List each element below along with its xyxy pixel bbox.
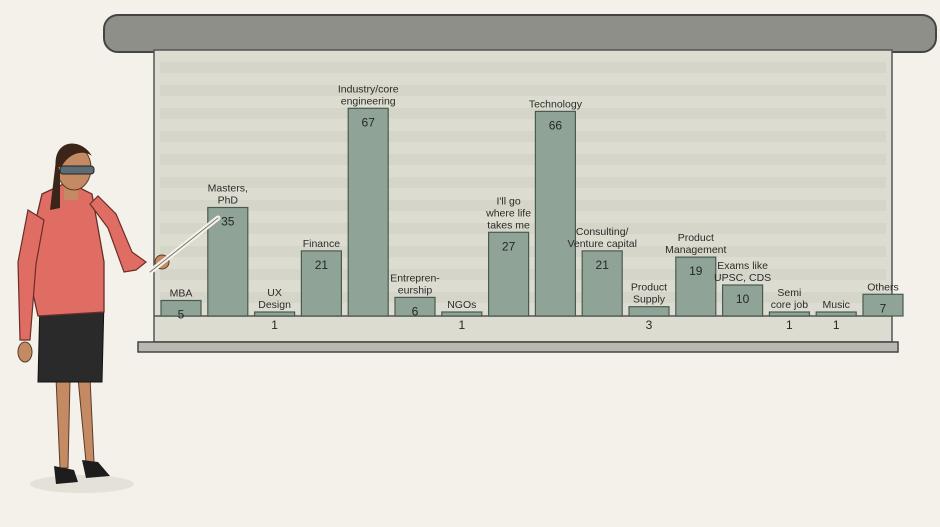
category-label: Product bbox=[631, 282, 667, 294]
category-label: Semi bbox=[777, 287, 801, 299]
category-label: PhD bbox=[218, 195, 239, 207]
category-label: Product bbox=[678, 232, 714, 244]
value-label: 3 bbox=[646, 318, 653, 332]
bar bbox=[441, 311, 483, 317]
bar-series: 5MBA35Masters,PhD1UXDesign21Finance67Ind… bbox=[160, 83, 904, 332]
category-label: UPSC, CDS bbox=[714, 272, 771, 284]
category-label: Finance bbox=[303, 238, 341, 250]
screen-stripe bbox=[160, 85, 886, 96]
screen-roller bbox=[103, 14, 937, 53]
value-label: 21 bbox=[596, 258, 610, 272]
presenter-illustration bbox=[17, 143, 221, 493]
bar bbox=[721, 284, 764, 317]
screen-bottom-bar bbox=[137, 341, 899, 353]
value-label: 21 bbox=[315, 258, 329, 272]
value-label: 27 bbox=[502, 239, 516, 253]
category-label: Venture capital bbox=[567, 238, 636, 250]
category-label: Design bbox=[258, 299, 291, 311]
value-label: 66 bbox=[549, 118, 563, 132]
value-label: 35 bbox=[221, 215, 235, 229]
screen-stripe bbox=[160, 108, 886, 119]
screen-stripe bbox=[160, 62, 886, 73]
bar bbox=[394, 296, 436, 317]
value-label: 1 bbox=[458, 318, 465, 332]
category-label: core job bbox=[771, 299, 809, 311]
bar bbox=[300, 250, 342, 317]
bar bbox=[207, 206, 249, 317]
screen-stripe bbox=[160, 223, 886, 234]
value-label: 19 bbox=[689, 264, 703, 278]
category-label: UX bbox=[267, 287, 282, 299]
category-label: Masters, bbox=[208, 183, 248, 195]
bar bbox=[160, 299, 202, 317]
bar bbox=[862, 293, 904, 317]
screen-stripe bbox=[160, 177, 886, 188]
bar bbox=[254, 311, 296, 317]
bar bbox=[347, 107, 389, 317]
value-label: 1 bbox=[833, 318, 840, 332]
category-label: Supply bbox=[633, 294, 666, 306]
bar bbox=[488, 231, 530, 317]
category-label: Others bbox=[867, 281, 899, 293]
value-label: 7 bbox=[880, 301, 887, 315]
value-label: 1 bbox=[271, 318, 278, 332]
category-label: NGOs bbox=[447, 299, 476, 311]
screen-stripe bbox=[160, 131, 886, 142]
category-label: Exams like bbox=[717, 260, 768, 272]
value-label: 5 bbox=[178, 308, 185, 322]
category-label: Industry/core bbox=[338, 83, 399, 95]
value-label: 67 bbox=[362, 115, 376, 129]
category-label: Music bbox=[822, 299, 849, 311]
category-label: Entrepren- bbox=[390, 272, 440, 284]
category-label: engineering bbox=[341, 95, 396, 107]
bar bbox=[534, 110, 577, 317]
screen-stripe bbox=[160, 200, 886, 211]
category-label: takes me bbox=[487, 219, 530, 231]
screen-stripe bbox=[160, 154, 886, 165]
category-label: I'll go bbox=[497, 195, 521, 207]
bar bbox=[815, 311, 857, 317]
value-label: 6 bbox=[412, 304, 419, 318]
value-label: 10 bbox=[736, 292, 750, 306]
category-label: where life bbox=[485, 207, 531, 219]
bar bbox=[675, 256, 717, 317]
category-label: Technology bbox=[529, 98, 583, 110]
bar bbox=[581, 250, 623, 317]
category-label: Consulting/ bbox=[576, 226, 629, 238]
category-label: Management bbox=[665, 244, 726, 256]
category-label: eurship bbox=[398, 284, 433, 296]
bar bbox=[628, 306, 670, 317]
category-label: MBA bbox=[170, 288, 193, 300]
bar bbox=[768, 311, 811, 317]
value-label: 1 bbox=[786, 318, 793, 332]
